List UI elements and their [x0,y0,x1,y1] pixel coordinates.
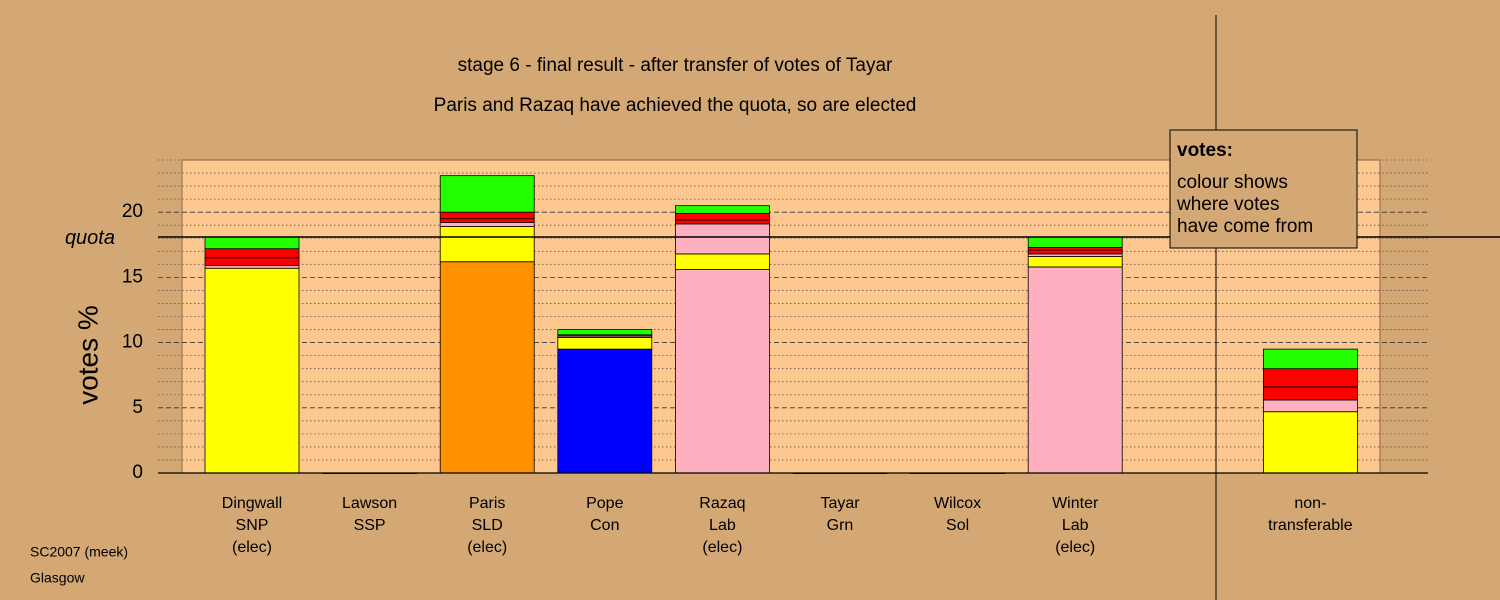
bar-segment [557,329,653,336]
x-tick-label: (elec) [702,539,742,556]
bar-segment [1263,368,1358,388]
chart-title: stage 6 - final result - after transfer … [458,55,893,76]
legend-text: where votes [1176,194,1279,215]
bar-segment [1027,236,1123,248]
chart-subtitle: Paris and Razaq have achieved the quota,… [434,95,917,116]
footer: SC2007 (meek) [30,544,128,560]
x-tick-label: Grn [827,517,854,534]
x-tick-label: (elec) [467,539,507,556]
bar-segment [439,218,535,223]
x-tick-label: SSP [354,517,386,534]
x-tick-label: Dingwall [222,495,282,512]
x-tick-label: non- [1294,495,1326,512]
bar-segment [1027,256,1123,268]
legend-text: have come from [1177,216,1313,237]
bar-segment [1027,266,1123,474]
bar-segment [439,222,535,227]
bar-segment [439,175,535,213]
bar-segment [439,261,535,474]
legend: votes: colour shows where votes have com… [1169,129,1358,249]
bar-segment [204,236,300,250]
x-tick-label: Winter [1052,495,1099,512]
bar-segment [439,211,535,220]
bar-segment [1263,399,1358,413]
bar-segment [675,205,770,214]
x-tick-label: SNP [236,517,269,534]
bar-segment [557,348,653,474]
x-tick-label: Razaq [699,495,745,512]
x-tick-label: Lab [709,517,736,534]
y-tick-label: 10 [122,332,143,353]
x-tick-label: Pope [586,495,623,512]
quota-label: quota [65,227,115,249]
bar-segment [675,223,770,255]
bar-segment [557,336,653,350]
y-tick-label: 15 [122,266,143,287]
footer: Glasgow [30,570,85,586]
bar-segment [675,269,770,474]
x-tick-label: Paris [469,495,505,512]
x-tick-label: Sol [946,517,969,534]
bar-segment [1263,386,1358,401]
x-tick-label: (elec) [232,539,272,556]
bar-segment [1263,348,1358,370]
x-tick-label: SLD [472,517,503,534]
y-tick-label: 20 [122,201,143,222]
x-tick-label: Lawson [342,495,397,512]
bar-segment [204,257,300,267]
bar-segment [204,248,300,259]
x-tick-label: Con [590,517,619,534]
bar-segment [675,213,770,221]
legend-text: colour shows [1177,172,1288,193]
x-tick-label: Wilcox [934,495,981,512]
bar-segment [204,267,300,474]
bar-segment [1263,411,1358,474]
x-tick-label: transferable [1268,517,1353,534]
y-tick-label: 0 [132,462,143,483]
x-tick-label: Tayar [820,495,860,512]
y-tick-label: 5 [132,397,143,418]
legend-box [1169,129,1358,249]
bar-segment [675,253,770,270]
x-tick-label: Lab [1062,517,1089,534]
x-tick-label: (elec) [1055,539,1095,556]
bar-segment [439,226,535,263]
bar-segment [1027,249,1123,255]
bar-segment [675,219,770,225]
legend-title: votes: [1177,140,1233,161]
y-axis-label: votes % [72,305,103,405]
